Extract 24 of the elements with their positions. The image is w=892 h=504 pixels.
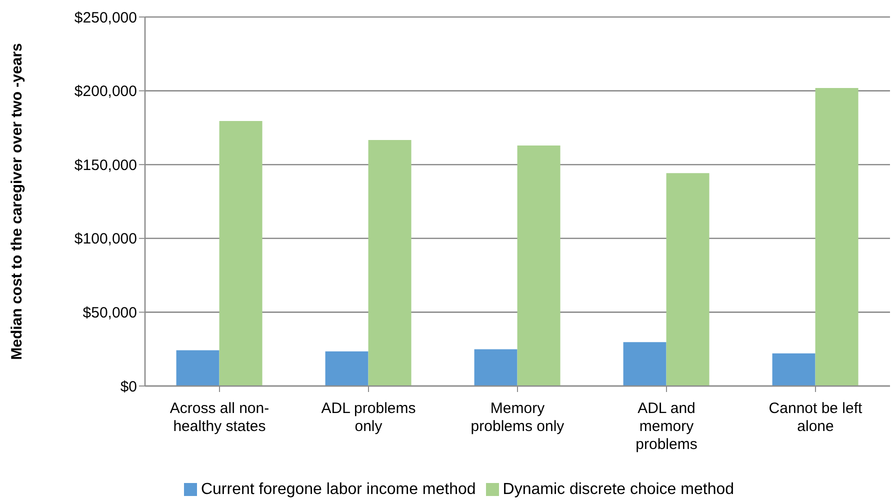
x-tick-label: ADL and memory problems — [636, 400, 698, 453]
y-tick-label: $150,000 — [74, 156, 137, 174]
bar — [666, 173, 710, 386]
bar — [623, 342, 666, 386]
y-tick-label: $50,000 — [82, 304, 137, 322]
y-tick-label: $0 — [120, 378, 137, 396]
x-tick-label: Memory problems only — [470, 400, 565, 435]
bar — [325, 351, 368, 386]
x-tick-label: Cannot be left alone — [768, 400, 864, 435]
bar — [219, 121, 262, 386]
bar — [474, 349, 518, 386]
bar — [772, 353, 816, 386]
legend-label: Dynamic discrete choice method — [502, 481, 734, 498]
y-tick-label: $100,000 — [74, 230, 137, 248]
bar — [517, 146, 560, 386]
bar — [176, 350, 220, 386]
legend-label: Current foregone labor income method — [200, 481, 476, 498]
y-axis-title: Median cost to the caregiver over two -years — [8, 43, 26, 360]
y-tick-label: $200,000 — [74, 83, 137, 100]
bar — [815, 88, 858, 386]
x-tick-label: Across all non-healthy states — [170, 400, 270, 435]
bar — [368, 140, 412, 386]
y-tick-label: $250,000 — [74, 9, 137, 26]
x-tick-label: ADL problems only — [321, 400, 416, 435]
